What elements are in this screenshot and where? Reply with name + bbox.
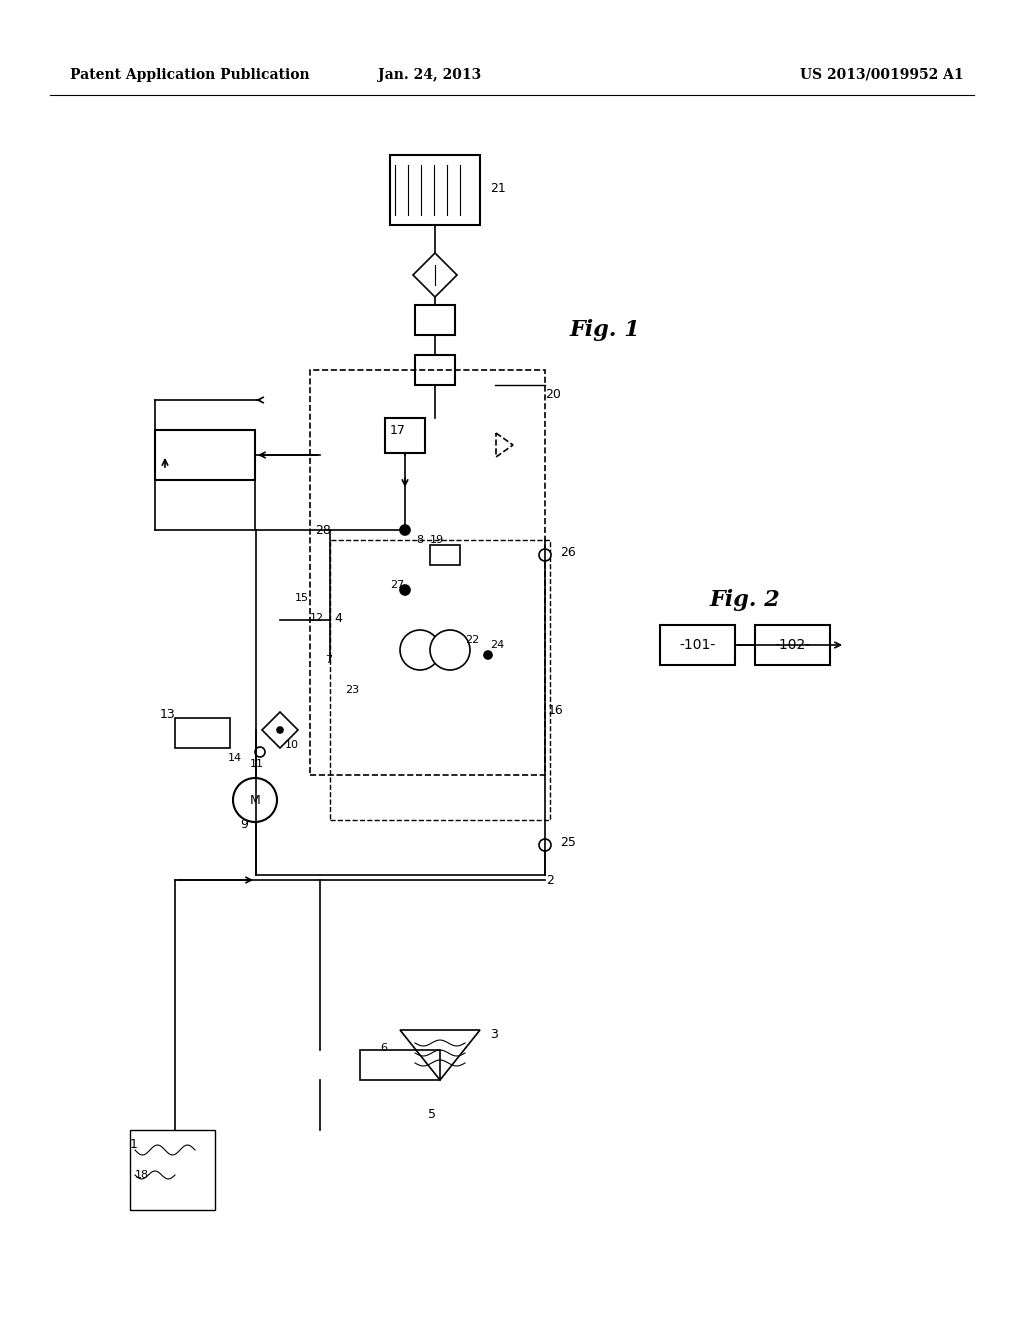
Text: 23: 23: [345, 685, 359, 696]
Text: 4: 4: [334, 611, 342, 624]
Text: 18: 18: [135, 1170, 150, 1180]
Circle shape: [233, 777, 278, 822]
Text: -101-: -101-: [679, 638, 715, 652]
Text: 26: 26: [560, 546, 575, 560]
Text: 15: 15: [295, 593, 309, 603]
Text: 3: 3: [490, 1028, 498, 1041]
Text: US 2013/0019952 A1: US 2013/0019952 A1: [800, 69, 964, 82]
Bar: [310, 370, 545, 775]
Text: M: M: [250, 793, 260, 807]
Bar: [430, 545, 460, 565]
Text: 21: 21: [490, 181, 506, 194]
Circle shape: [255, 747, 265, 756]
Bar: [390, 154, 480, 224]
Bar: [175, 718, 230, 748]
Circle shape: [539, 840, 551, 851]
Text: 25: 25: [560, 837, 575, 850]
Text: 16: 16: [548, 704, 564, 717]
Bar: [330, 540, 550, 820]
Bar: [360, 1049, 440, 1080]
Circle shape: [278, 727, 283, 733]
Bar: [660, 624, 735, 665]
Bar: [755, 624, 830, 665]
Circle shape: [400, 630, 440, 671]
Text: 1: 1: [130, 1138, 138, 1151]
Bar: [415, 355, 455, 385]
Text: 9: 9: [240, 818, 248, 832]
Text: 22: 22: [465, 635, 479, 645]
Text: 11: 11: [250, 759, 264, 770]
Text: 24: 24: [490, 640, 504, 649]
Text: 20: 20: [545, 388, 561, 401]
Text: Patent Application Publication: Patent Application Publication: [70, 69, 309, 82]
Text: 27: 27: [390, 579, 404, 590]
Text: Fig. 1: Fig. 1: [570, 319, 641, 341]
Bar: [155, 430, 255, 480]
Bar: [415, 305, 455, 335]
Text: 17: 17: [390, 424, 406, 437]
Text: 13: 13: [160, 709, 176, 722]
Text: 8: 8: [416, 535, 423, 545]
Circle shape: [400, 585, 410, 595]
Text: 10: 10: [285, 741, 299, 750]
Text: 19: 19: [430, 535, 444, 545]
Circle shape: [400, 525, 410, 535]
Text: 5: 5: [428, 1109, 436, 1122]
Text: 2: 2: [546, 874, 554, 887]
Text: Fig. 2: Fig. 2: [710, 589, 780, 611]
Circle shape: [430, 630, 470, 671]
Text: 14: 14: [228, 752, 242, 763]
Circle shape: [539, 549, 551, 561]
Text: 12: 12: [310, 612, 325, 623]
Text: 6: 6: [380, 1043, 387, 1053]
Text: Jan. 24, 2013: Jan. 24, 2013: [379, 69, 481, 82]
Bar: [385, 418, 425, 453]
Text: 28: 28: [315, 524, 331, 536]
Text: 7: 7: [325, 655, 332, 665]
Bar: [130, 1130, 215, 1210]
Text: -102-: -102-: [774, 638, 810, 652]
Circle shape: [484, 651, 492, 659]
